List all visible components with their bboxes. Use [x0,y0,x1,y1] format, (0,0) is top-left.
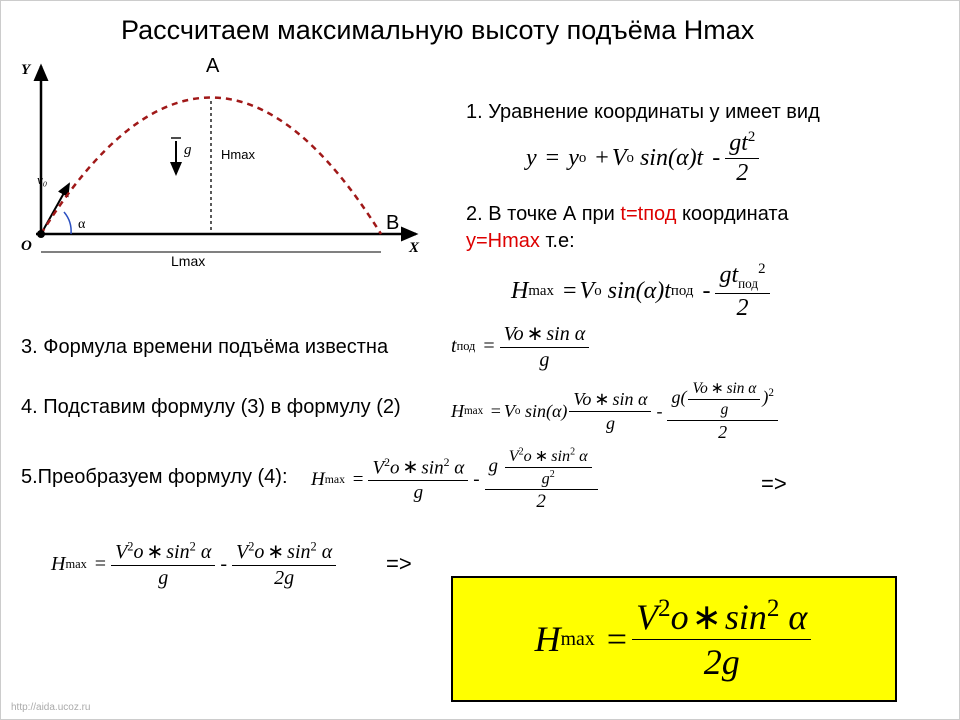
apex-label: A [206,56,220,77]
s2-y: y=Hmax [466,230,540,252]
arrow-1: => [761,471,787,497]
result-box: Hmax = V2o∗sin2 α 2g [451,576,897,702]
source-url: http://aida.ucoz.ru [11,702,91,713]
step-5-text: 5.Преобразуем формулу (4): [21,466,288,489]
formula-1: y = yo +Vo sin(α)t - gt22 [526,129,761,187]
trajectory-diagram: Y X O A B v₀ g α Hmax Lmax [11,56,431,271]
step-3-text: 3. Формула времени подъёма известна [21,336,388,359]
s2-post: т.е: [540,230,575,252]
s2-t: t=tпод [620,203,676,225]
axis-x-label: X [408,240,420,256]
formula-4: Hmax =Vo sin(α) Vo∗sin αg - g(Vo∗sin αg)… [451,379,780,443]
hmax-label: Hmax [221,147,255,162]
origin-label: O [21,238,32,254]
alpha-label: α [78,217,86,232]
formula-5a: Hmax = V2o∗sin2 αg - g V2o∗sin2 αg2 2 [311,446,600,513]
step-1-text: 1. Уравнение координаты y имеет вид [466,101,820,124]
formula-3: tпод = Vo∗sin αg [451,321,591,372]
s2-pre: 2. В точке А при [466,203,620,225]
step-4-text: 4. Подставим формулу (3) в формулу (2) [21,396,401,419]
s2-mid: координата [676,203,788,225]
land-label: B [386,212,399,234]
formula-5b: Hmax = V2o∗sin2 αg - V2o∗sin2 α2g [51,539,338,590]
axis-y-label: Y [21,62,32,78]
page-title: Рассчитаем максимальную высоту подъёма H… [121,15,754,46]
formula-result: Hmax = V2o∗sin2 α 2g [535,595,814,683]
arrow-2: => [386,551,412,577]
v0-label: v₀ [37,172,47,187]
step-2-text: 2. В точке А при t=tпод координата y=Hma… [466,201,788,255]
lmax-label: Lmax [171,253,205,269]
formula-2: Hmax =Vo sin(α)tпод - gtпод22 [511,261,772,322]
g-label: g [184,142,192,158]
